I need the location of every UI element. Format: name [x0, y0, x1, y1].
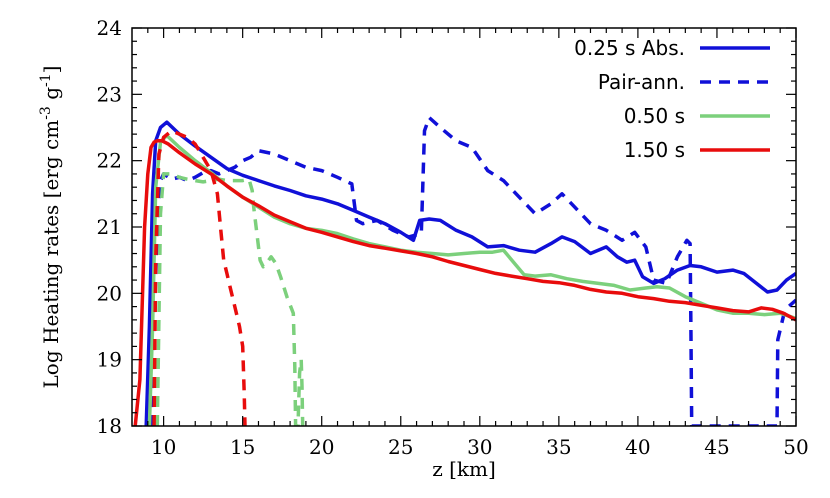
legend: 0.25 s Abs. Pair-ann. 0.50 s 1.50 s	[574, 36, 770, 162]
x-tick-label-1: 15	[230, 435, 255, 459]
x-tick-label-4: 30	[467, 435, 492, 459]
y-tick-label-2: 20	[97, 281, 122, 305]
plot-frame	[131, 27, 797, 427]
series-line-2	[147, 133, 796, 426]
series-line-3	[155, 172, 305, 426]
y-tick-labels: 18 19 20 21 22 23 24	[97, 16, 122, 438]
x-tick-label-5: 35	[546, 435, 571, 459]
y-tick-label-0: 18	[97, 414, 122, 438]
y-tick-label-4: 22	[97, 149, 122, 173]
series-line-4	[133, 139, 796, 426]
x-tick-label-0: 10	[151, 435, 176, 459]
y-axis-label: Log Heating rates [erg cm-3 g-1]	[38, 66, 63, 389]
legend-label-abs-025: 0.25 s Abs.	[574, 36, 685, 60]
x-axis-label: z [km]	[432, 457, 496, 481]
x-tick-label-6: 40	[625, 435, 650, 459]
legend-label-pair-ann: Pair-ann.	[598, 70, 685, 94]
legend-label-150: 1.50 s	[624, 138, 685, 162]
y-tick-label-1: 19	[97, 348, 122, 372]
series-line-1	[149, 115, 796, 426]
x-tick-label-7: 45	[704, 435, 729, 459]
series-layer	[133, 115, 796, 426]
x-tick-label-2: 20	[309, 435, 334, 459]
series-line-5	[152, 129, 247, 426]
axis-ticks	[132, 27, 797, 427]
y-tick-label-6: 24	[97, 16, 122, 40]
legend-label-050: 0.50 s	[624, 104, 685, 128]
y-tick-label-5: 23	[97, 82, 122, 106]
x-tick-labels: 10 15 20 25 30 35 40 45 50	[151, 435, 809, 459]
x-tick-label-3: 25	[388, 435, 413, 459]
series-line-0	[144, 120, 796, 426]
y-tick-label-3: 21	[97, 215, 122, 239]
x-tick-label-8: 50	[783, 435, 808, 459]
